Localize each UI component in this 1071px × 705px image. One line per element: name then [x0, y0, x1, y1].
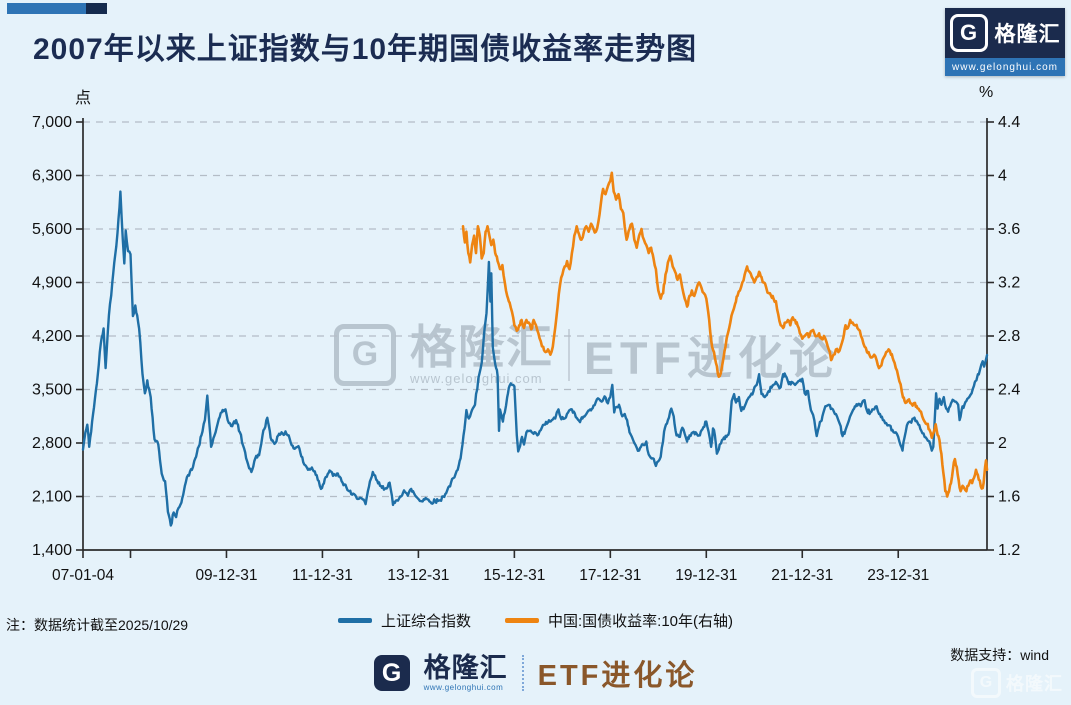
svg-text:1.6: 1.6: [998, 489, 1020, 506]
legend-label-index: 上证综合指数: [380, 613, 471, 630]
legend-item-yield: 中国:国债收益率:10年(右轴): [505, 610, 733, 631]
svg-text:2,100: 2,100: [32, 489, 72, 506]
svg-text:13-12-31: 13-12-31: [387, 567, 449, 584]
svg-text:7,000: 7,000: [32, 114, 72, 131]
data-source-credit: 数据支持：wind: [950, 647, 1049, 663]
brand-logo-top: G 格隆汇: [945, 8, 1065, 58]
chart-legend: 上证综合指数 中国:国债收益率:10年(右轴): [0, 610, 1071, 631]
watermark-divider: [568, 328, 570, 381]
watermark-sub-brand: ETF进化论: [584, 333, 840, 384]
corner-accent-navy: [86, 3, 107, 14]
footer-divider: [521, 655, 524, 691]
svg-text:21-12-31: 21-12-31: [771, 567, 833, 584]
svg-text:2.8: 2.8: [998, 328, 1020, 345]
svg-text:2.4: 2.4: [998, 382, 1020, 399]
svg-text:2,800: 2,800: [32, 435, 72, 452]
ghost-logo: G 格隆汇: [971, 668, 1063, 698]
watermark-g-icon: G: [334, 323, 396, 386]
page-title: 2007年以来上证指数与10年期国债收益率走势图: [33, 33, 698, 66]
corner-accent-blue: [7, 3, 86, 14]
svg-text:4,200: 4,200: [32, 328, 72, 345]
svg-text:19-12-31: 19-12-31: [675, 567, 737, 584]
footer-brand-name: 格隆汇: [423, 652, 508, 683]
legend-label-yield: 中国:国债收益率:10年(右轴): [548, 613, 734, 630]
svg-text:4.4: 4.4: [998, 114, 1020, 131]
svg-text:3.6: 3.6: [998, 221, 1020, 238]
data-cutoff-note: 注：数据统计截至2025/10/29: [6, 617, 189, 633]
left-axis-unit: 点: [75, 90, 92, 107]
svg-text:15-12-31: 15-12-31: [483, 567, 545, 584]
right-axis-unit: %: [979, 84, 994, 101]
svg-text:17-12-31: 17-12-31: [579, 567, 641, 584]
svg-text:5,600: 5,600: [32, 221, 72, 238]
svg-text:4,900: 4,900: [32, 275, 72, 292]
ghost-g-icon: G: [971, 668, 1001, 698]
svg-text:3.2: 3.2: [998, 275, 1020, 292]
svg-text:4: 4: [998, 168, 1007, 185]
ghost-brand-name: 格隆汇: [1006, 674, 1063, 694]
svg-text:1.2: 1.2: [998, 542, 1020, 559]
brand-logo: G 格隆汇 www.gelonghui.com: [945, 8, 1065, 76]
legend-swatch-orange: [505, 618, 539, 623]
legend-item-index: 上证综合指数: [337, 610, 471, 631]
legend-swatch-blue: [337, 618, 372, 623]
svg-text:07-01-04: 07-01-04: [52, 567, 114, 584]
footer-logo: G 格隆汇 www.gelonghui.com ETF进化论: [0, 652, 1071, 694]
svg-text:3,500: 3,500: [32, 382, 72, 399]
svg-text:1,400: 1,400: [32, 542, 72, 559]
footer-g-icon: G: [373, 655, 410, 691]
footer-brand-url: www.gelonghui.com: [423, 682, 504, 692]
svg-text:6,300: 6,300: [32, 168, 72, 185]
footer-sub-brand: ETF进化论: [537, 660, 698, 692]
corner-accent-bar: [7, 3, 107, 14]
brand-name: 格隆汇: [994, 23, 1061, 46]
watermark-url: www.gelonghui.com: [410, 371, 543, 386]
svg-text:09-12-31: 09-12-31: [195, 567, 257, 584]
svg-text:11-12-31: 11-12-31: [292, 567, 353, 584]
svg-text:23-12-31: 23-12-31: [867, 567, 929, 584]
svg-text:2: 2: [998, 435, 1007, 452]
gelonghui-g-icon: G: [949, 14, 988, 52]
brand-url: www.gelonghui.com: [945, 58, 1065, 76]
